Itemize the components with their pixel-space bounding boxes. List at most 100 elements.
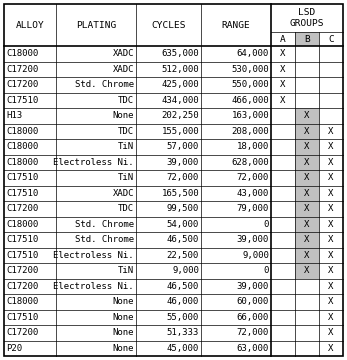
Bar: [4, 263, 56, 279]
Text: X: X: [328, 189, 334, 198]
Text: X: X: [280, 96, 286, 105]
Text: X: X: [328, 127, 334, 136]
Text: 79,000: 79,000: [237, 204, 269, 213]
Text: C17200: C17200: [6, 80, 38, 89]
Bar: [319, 170, 343, 185]
Bar: [201, 232, 271, 248]
Bar: [319, 216, 343, 232]
Bar: [56, 154, 136, 170]
Bar: [56, 139, 136, 154]
Bar: [201, 108, 271, 123]
Bar: [271, 62, 295, 77]
Bar: [136, 123, 201, 139]
Text: 434,000: 434,000: [161, 96, 199, 105]
Bar: [56, 310, 136, 325]
Bar: [201, 310, 271, 325]
Text: CYCLES: CYCLES: [151, 21, 186, 30]
Text: 46,500: 46,500: [167, 235, 199, 244]
Text: 512,000: 512,000: [161, 65, 199, 74]
Text: None: None: [112, 297, 134, 306]
Bar: [319, 62, 343, 77]
Text: None: None: [112, 344, 134, 353]
Text: 63,000: 63,000: [237, 344, 269, 353]
Text: TDC: TDC: [118, 96, 134, 105]
Text: TDC: TDC: [118, 204, 134, 213]
Text: 66,000: 66,000: [237, 313, 269, 322]
Bar: [4, 325, 56, 341]
Text: 530,000: 530,000: [231, 65, 269, 74]
Bar: [271, 108, 295, 123]
Text: C18000: C18000: [6, 49, 38, 58]
Text: 628,000: 628,000: [231, 158, 269, 167]
Text: 22,500: 22,500: [167, 251, 199, 260]
Bar: [271, 310, 295, 325]
Bar: [201, 279, 271, 294]
Text: X: X: [328, 173, 334, 182]
Bar: [319, 46, 343, 62]
Text: C18000: C18000: [6, 220, 38, 229]
Text: 425,000: 425,000: [161, 80, 199, 89]
Bar: [201, 62, 271, 77]
Bar: [201, 185, 271, 201]
Text: 51,333: 51,333: [167, 328, 199, 337]
Bar: [295, 46, 319, 62]
Bar: [295, 93, 319, 108]
Bar: [319, 294, 343, 310]
Text: None: None: [112, 328, 134, 337]
Text: Electroless Ni.: Electroless Ni.: [53, 251, 134, 260]
Bar: [56, 93, 136, 108]
Text: XADC: XADC: [112, 189, 134, 198]
Bar: [295, 232, 319, 248]
Bar: [56, 108, 136, 123]
Bar: [201, 216, 271, 232]
Bar: [201, 139, 271, 154]
Bar: [271, 93, 295, 108]
Text: C17510: C17510: [6, 313, 38, 322]
Bar: [56, 248, 136, 263]
Text: X: X: [280, 49, 286, 58]
Bar: [56, 46, 136, 62]
Text: H13: H13: [6, 111, 22, 120]
Text: LSD
GROUPS: LSD GROUPS: [290, 8, 324, 28]
Bar: [4, 216, 56, 232]
Text: X: X: [280, 65, 286, 74]
Text: 466,000: 466,000: [231, 96, 269, 105]
Bar: [319, 154, 343, 170]
Bar: [295, 325, 319, 341]
Text: 9,000: 9,000: [242, 251, 269, 260]
Text: 39,000: 39,000: [237, 282, 269, 291]
Bar: [201, 154, 271, 170]
Text: 18,000: 18,000: [237, 142, 269, 151]
Bar: [4, 294, 56, 310]
Text: 46,500: 46,500: [167, 282, 199, 291]
Bar: [319, 108, 343, 123]
Text: Std. Chrome: Std. Chrome: [75, 235, 134, 244]
Text: 39,000: 39,000: [237, 235, 269, 244]
Text: Std. Chrome: Std. Chrome: [75, 80, 134, 89]
Text: 0: 0: [264, 220, 269, 229]
Bar: [56, 201, 136, 216]
Text: C: C: [328, 35, 334, 44]
Bar: [136, 216, 201, 232]
Bar: [56, 279, 136, 294]
Text: X: X: [304, 220, 310, 229]
Bar: [136, 201, 201, 216]
Bar: [319, 139, 343, 154]
Text: C17510: C17510: [6, 235, 38, 244]
Bar: [295, 341, 319, 356]
Bar: [136, 93, 201, 108]
Text: 208,000: 208,000: [231, 127, 269, 136]
Bar: [295, 263, 319, 279]
Text: None: None: [112, 111, 134, 120]
Text: 0: 0: [264, 266, 269, 275]
Text: TDC: TDC: [118, 127, 134, 136]
Bar: [271, 279, 295, 294]
Bar: [319, 341, 343, 356]
Text: X: X: [304, 251, 310, 260]
Bar: [319, 248, 343, 263]
Bar: [271, 170, 295, 185]
Bar: [136, 232, 201, 248]
Text: TiN: TiN: [118, 142, 134, 151]
Text: ALLOY: ALLOY: [16, 21, 44, 30]
Bar: [271, 139, 295, 154]
